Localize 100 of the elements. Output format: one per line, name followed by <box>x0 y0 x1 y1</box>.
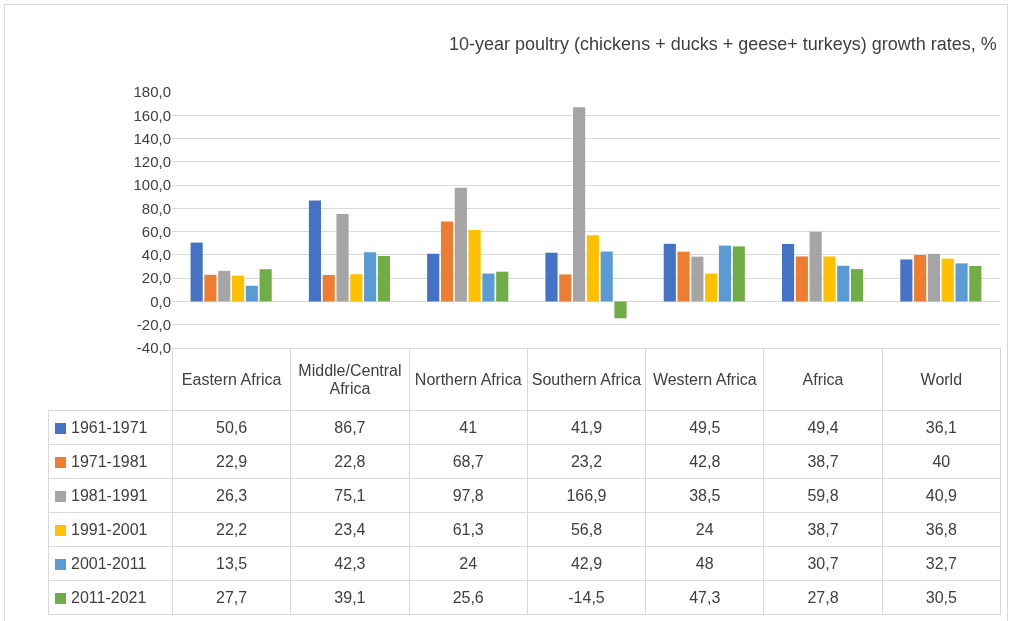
legend-label: 1971-1981 <box>48 444 173 479</box>
bar <box>190 242 203 302</box>
data-label: 42,8 <box>645 444 764 479</box>
bar <box>231 275 245 302</box>
bar <box>927 253 941 302</box>
bar <box>259 269 272 302</box>
legend-label: 1981-1991 <box>48 478 173 513</box>
bar <box>837 265 850 302</box>
data-label: 27,8 <box>763 580 883 615</box>
bar <box>663 243 676 302</box>
bar <box>364 252 377 302</box>
data-label: 38,5 <box>645 478 764 513</box>
data-label: 13,5 <box>172 546 291 581</box>
data-label: 30,7 <box>763 546 883 581</box>
data-label: 41 <box>409 410 528 445</box>
data-label: 47,3 <box>645 580 764 615</box>
data-label: 86,7 <box>290 410 410 445</box>
bar <box>900 259 913 302</box>
bar <box>691 256 704 302</box>
bar <box>545 252 558 302</box>
x-tick-label: Southern Africa <box>527 348 646 411</box>
bar <box>941 258 954 302</box>
bar <box>677 251 690 302</box>
bar <box>440 221 454 302</box>
y-tick-label: -40,0 <box>136 339 171 357</box>
y-tick-label: 60,0 <box>141 222 171 240</box>
bar <box>218 270 231 302</box>
bar <box>377 255 390 302</box>
y-tick-label: 100,0 <box>133 176 171 194</box>
bar <box>732 246 745 302</box>
data-label: 41,9 <box>527 410 646 445</box>
data-label: 40,9 <box>882 478 1001 513</box>
data-label: 39,1 <box>290 580 410 615</box>
data-label: 38,7 <box>763 512 883 547</box>
y-tick-label: 80,0 <box>141 199 171 217</box>
data-label: 61,3 <box>409 512 528 547</box>
data-label: 40 <box>882 444 1001 479</box>
data-label: 166,9 <box>527 478 646 513</box>
legend-label: 2001-2011 <box>48 546 173 581</box>
data-label: 49,4 <box>763 410 883 445</box>
x-tick-label: Middle/Central Africa <box>290 348 410 411</box>
y-tick-label: 120,0 <box>133 153 171 171</box>
data-label: 30,5 <box>882 580 1001 615</box>
data-label: 42,9 <box>527 546 646 581</box>
data-label: 26,3 <box>172 478 291 513</box>
bar <box>809 231 822 302</box>
bar <box>496 271 509 302</box>
bar <box>955 263 968 302</box>
bar <box>204 274 217 302</box>
bar <box>468 230 481 302</box>
bar <box>336 214 349 302</box>
y-tick-label: 0,0 <box>150 292 171 310</box>
bar <box>350 274 363 302</box>
bar <box>427 253 440 302</box>
y-tick-label: 160,0 <box>133 106 171 124</box>
data-label: 50,6 <box>172 410 291 445</box>
y-tick-label: 140,0 <box>133 129 171 147</box>
x-tick-label: Northern Africa <box>409 348 528 411</box>
data-label: 49,5 <box>645 410 764 445</box>
x-tick-label: Africa <box>763 348 883 411</box>
bar <box>586 235 599 302</box>
data-label: 38,7 <box>763 444 883 479</box>
data-label: 32,7 <box>882 546 1001 581</box>
data-label: 25,6 <box>409 580 528 615</box>
data-label: 22,9 <box>172 444 291 479</box>
y-tick-label: 20,0 <box>141 269 171 287</box>
data-label: 97,8 <box>409 478 528 513</box>
data-label: 22,8 <box>290 444 410 479</box>
data-label: 23,2 <box>527 444 646 479</box>
bar <box>823 256 836 302</box>
x-tick-label: Western Africa <box>645 348 764 411</box>
bar <box>851 269 864 302</box>
bar <box>482 273 495 302</box>
bar <box>718 245 732 302</box>
legend-label: 2011-2021 <box>48 580 173 615</box>
y-tick-label: 40,0 <box>141 246 171 264</box>
bar <box>705 273 718 302</box>
data-label: 36,8 <box>882 512 1001 547</box>
x-tick-label: World <box>882 348 1001 411</box>
bar <box>559 274 572 302</box>
y-tick-label: -20,0 <box>136 315 171 333</box>
legend-label: 1961-1971 <box>48 410 173 445</box>
data-label: 59,8 <box>763 478 883 513</box>
x-tick-label: Eastern Africa <box>172 348 291 411</box>
bar <box>782 243 795 302</box>
data-label: 24 <box>409 546 528 581</box>
bar <box>245 285 258 302</box>
bar <box>454 187 467 302</box>
data-label: 22,2 <box>172 512 291 547</box>
data-label: 68,7 <box>409 444 528 479</box>
data-label: 24 <box>645 512 764 547</box>
data-label: 75,1 <box>290 478 410 513</box>
data-label: 42,3 <box>290 546 410 581</box>
bar <box>308 200 321 302</box>
data-label: 27,7 <box>172 580 291 615</box>
data-label: 23,4 <box>290 512 410 547</box>
data-label: 36,1 <box>882 410 1001 445</box>
data-label: -14,5 <box>527 580 646 615</box>
bar <box>614 301 627 319</box>
data-label: 48 <box>645 546 764 581</box>
